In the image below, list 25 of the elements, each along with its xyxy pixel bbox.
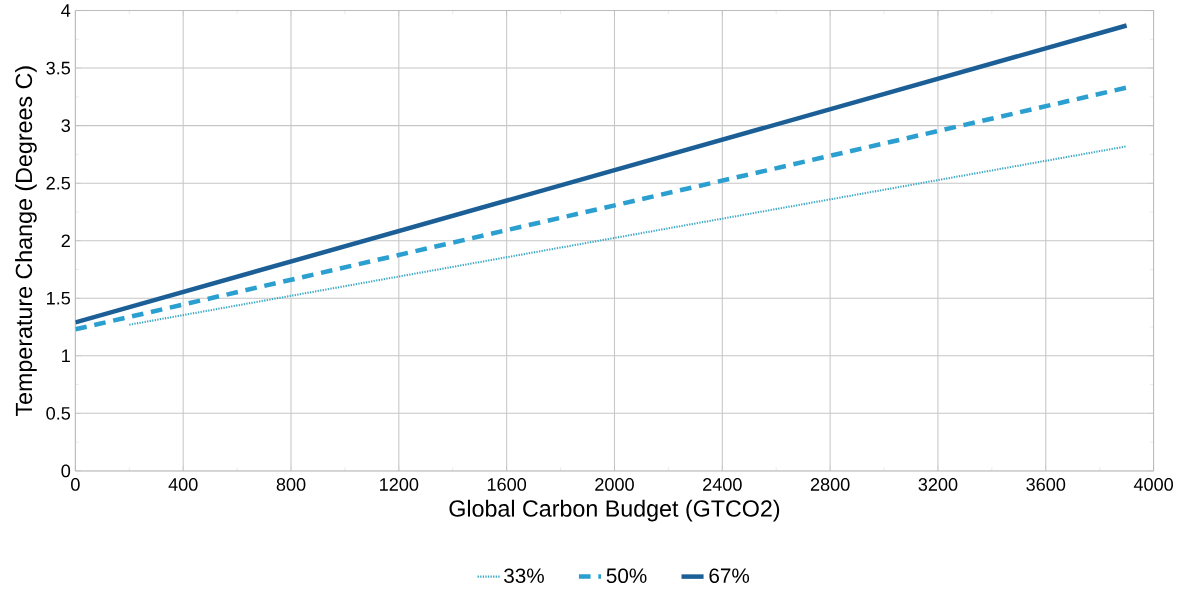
- y-tick-label: 3.5: [46, 61, 71, 75]
- x-tick-label: 1200: [380, 478, 419, 491]
- y-tick-label: 2: [61, 234, 70, 248]
- x-tick-label: 2400: [703, 478, 742, 491]
- x-tick-label: 800: [276, 478, 306, 491]
- y-tick-label: 2.5: [46, 176, 71, 190]
- x-tick-label: 2800: [810, 478, 850, 491]
- x-tick-label: 1600: [487, 478, 527, 491]
- x-axis-title: Global Carbon Budget (GTCO2): [449, 499, 780, 522]
- legend-label: 33%: [504, 568, 544, 584]
- y-tick-label: 0.5: [46, 406, 71, 420]
- y-axis-title: Temperature Change (Degrees C): [15, 66, 37, 417]
- y-tick-label: 4: [61, 4, 71, 17]
- legend-label: 67%: [709, 568, 750, 584]
- x-tick-label: 3600: [1026, 478, 1066, 491]
- y-tick-label: 3: [61, 119, 70, 133]
- legend-label: 50%: [606, 568, 647, 584]
- x-tick-label: 4000: [1133, 478, 1173, 491]
- y-tick-label: 1: [62, 349, 70, 363]
- x-tick-label: 3200: [918, 478, 958, 491]
- y-tick-label: 0: [61, 464, 71, 478]
- x-tick-label: 2000: [595, 478, 634, 491]
- x-tick-label: 400: [168, 478, 198, 491]
- y-tick-label: 1.5: [47, 291, 71, 305]
- x-tick-label: 0: [71, 478, 80, 491]
